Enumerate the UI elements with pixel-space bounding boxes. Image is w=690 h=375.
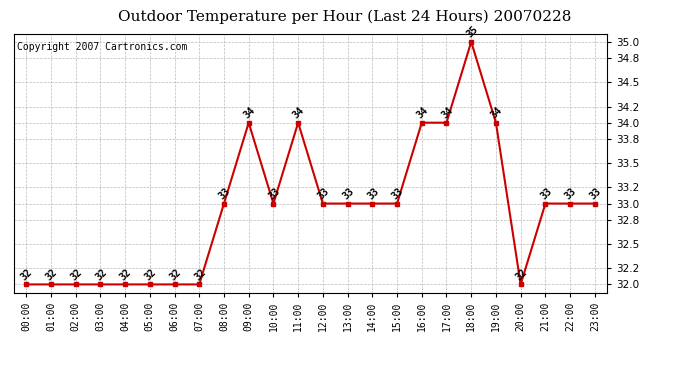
Text: 33: 33 [538, 186, 554, 201]
Text: 32: 32 [19, 267, 34, 282]
Text: 32: 32 [193, 267, 208, 282]
Text: 33: 33 [588, 186, 603, 201]
Text: 32: 32 [143, 267, 158, 282]
Text: 34: 34 [489, 105, 504, 120]
Text: 33: 33 [366, 186, 381, 201]
Text: Copyright 2007 Cartronics.com: Copyright 2007 Cartronics.com [17, 42, 187, 51]
Text: 33: 33 [316, 186, 331, 201]
Text: 34: 34 [440, 105, 455, 120]
Text: 33: 33 [217, 186, 233, 201]
Text: 33: 33 [341, 186, 356, 201]
Text: 32: 32 [168, 267, 183, 282]
Text: 34: 34 [241, 105, 257, 120]
Text: 35: 35 [464, 24, 480, 40]
Text: 34: 34 [415, 105, 430, 120]
Text: 32: 32 [514, 267, 529, 282]
Text: 32: 32 [44, 267, 59, 282]
Text: 33: 33 [266, 186, 282, 201]
Text: 34: 34 [291, 105, 306, 120]
Text: 32: 32 [118, 267, 133, 282]
Text: 33: 33 [563, 186, 578, 201]
Text: 33: 33 [390, 186, 406, 201]
Text: 32: 32 [93, 267, 109, 282]
Text: 32: 32 [69, 267, 84, 282]
Text: Outdoor Temperature per Hour (Last 24 Hours) 20070228: Outdoor Temperature per Hour (Last 24 Ho… [118, 9, 572, 24]
